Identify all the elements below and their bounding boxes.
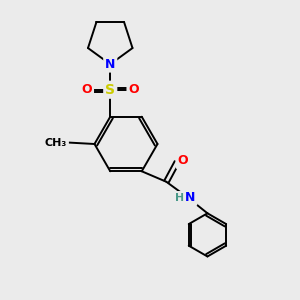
Text: N: N [105, 58, 116, 71]
Text: H: H [175, 193, 184, 203]
Text: N: N [185, 191, 196, 204]
Text: CH₃: CH₃ [45, 137, 67, 148]
Text: S: S [105, 83, 115, 97]
Text: O: O [128, 83, 139, 96]
Text: O: O [178, 154, 188, 167]
Text: O: O [82, 83, 92, 96]
